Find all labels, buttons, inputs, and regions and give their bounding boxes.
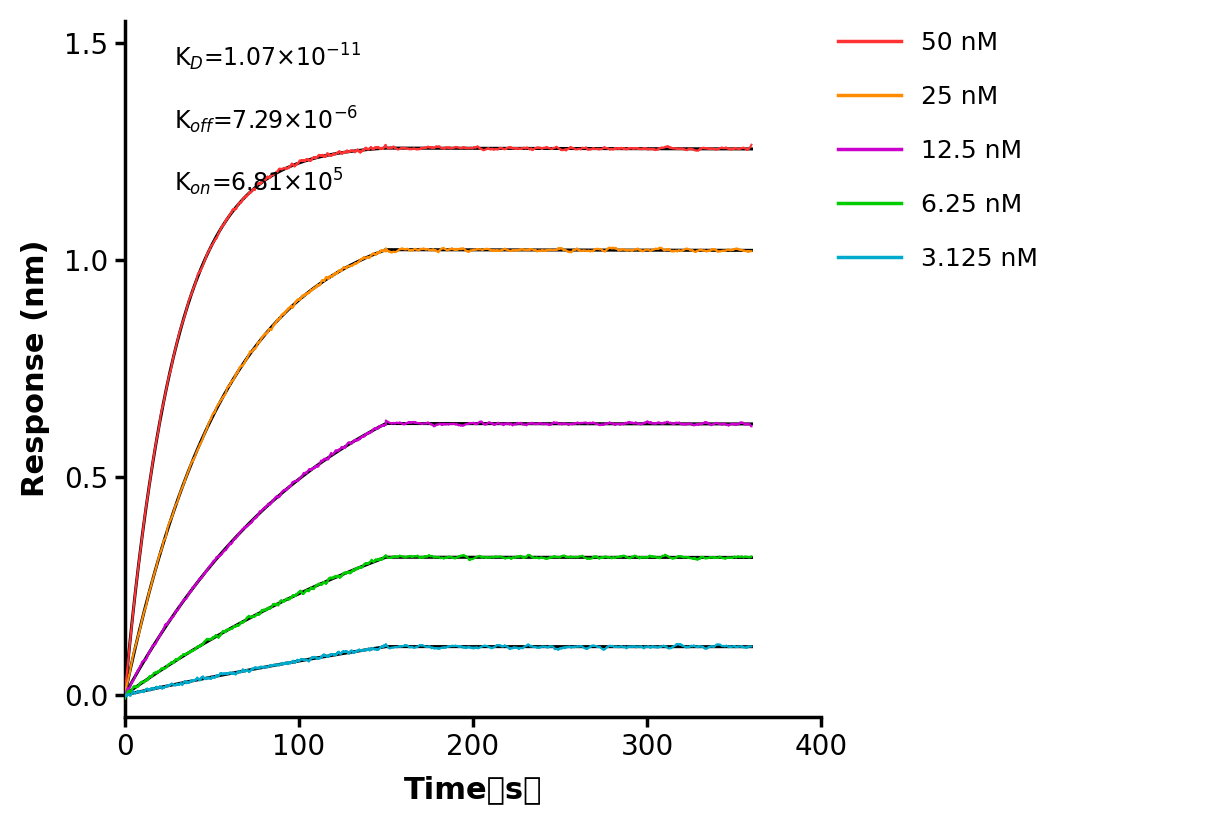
25 nM (596, 246, 611, 256)
3.125 nM (118, 691, 133, 701)
6.25 nM (744, 552, 758, 562)
12.5 nM (393, 417, 407, 427)
6.25 nM (596, 553, 611, 563)
6.25 nM (616, 550, 630, 560)
50 nM (699, 144, 714, 153)
12.5 nM (268, 492, 283, 502)
Text: K$_{on}$=6.81×10$^{5}$: K$_{on}$=6.81×10$^{5}$ (174, 167, 343, 198)
3.125 nM (699, 644, 714, 653)
12.5 nM (117, 691, 132, 701)
12.5 nM (117, 690, 132, 700)
3.125 nM (744, 642, 758, 652)
25 nM (744, 246, 758, 256)
X-axis label: Time（s）: Time（s） (404, 776, 542, 804)
Text: K$_{off}$=7.29×10$^{-6}$: K$_{off}$=7.29×10$^{-6}$ (174, 104, 358, 136)
Line: 6.25 nM: 6.25 nM (124, 554, 751, 699)
6.25 nM (117, 694, 132, 704)
3.125 nM (117, 690, 132, 700)
50 nM (117, 690, 132, 700)
Line: 25 nM: 25 nM (124, 248, 751, 695)
25 nM (699, 246, 714, 256)
25 nM (602, 243, 617, 252)
Legend: 50 nM, 25 nM, 12.5 nM, 6.25 nM, 3.125 nM: 50 nM, 25 nM, 12.5 nM, 6.25 nM, 3.125 nM (828, 21, 1048, 280)
6.25 nM (117, 690, 132, 700)
Line: 50 nM: 50 nM (124, 144, 751, 695)
3.125 nM (671, 639, 686, 649)
25 nM (617, 244, 632, 254)
12.5 nM (249, 512, 263, 521)
12.5 nM (699, 417, 714, 427)
12.5 nM (744, 422, 758, 431)
50 nM (268, 167, 283, 177)
25 nM (117, 691, 132, 700)
25 nM (117, 690, 132, 700)
6.25 nM (249, 610, 263, 620)
12.5 nM (378, 416, 393, 426)
3.125 nM (268, 660, 283, 670)
3.125 nM (249, 662, 263, 672)
25 nM (391, 244, 406, 254)
Line: 3.125 nM: 3.125 nM (124, 644, 751, 696)
Line: 12.5 nM: 12.5 nM (124, 421, 751, 696)
50 nM (744, 139, 758, 149)
Text: K$_{D}$=1.07×10$^{-11}$: K$_{D}$=1.07×10$^{-11}$ (174, 42, 361, 73)
6.25 nM (657, 549, 672, 559)
6.25 nM (268, 600, 283, 610)
3.125 nM (616, 642, 630, 652)
50 nM (595, 144, 609, 153)
25 nM (249, 341, 263, 351)
50 nM (391, 144, 406, 154)
6.25 nM (699, 553, 714, 563)
3.125 nM (596, 644, 611, 654)
3.125 nM (391, 641, 406, 651)
25 nM (268, 317, 283, 327)
6.25 nM (391, 551, 406, 561)
12.5 nM (596, 420, 611, 430)
50 nM (249, 182, 263, 191)
12.5 nM (617, 419, 632, 429)
50 nM (616, 144, 630, 153)
Y-axis label: Response (nm): Response (nm) (21, 240, 49, 497)
